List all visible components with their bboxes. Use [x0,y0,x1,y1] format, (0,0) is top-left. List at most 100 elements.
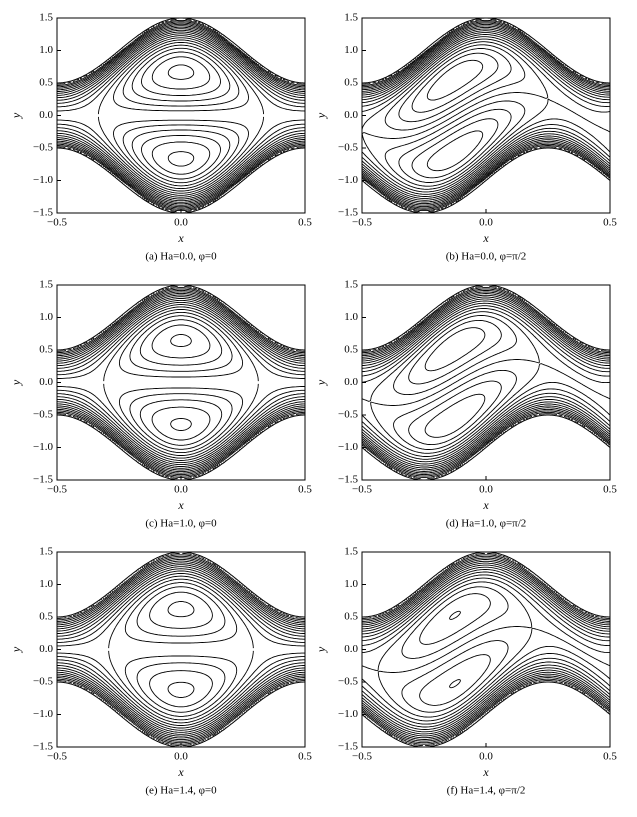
y-tick-label: −1.0 [33,708,53,720]
y-tick-label: 0.0 [344,109,358,121]
x-tick-label: 0.0 [174,751,188,763]
x-tick-label: −0.5 [47,217,67,229]
x-tick-label: −0.5 [47,484,67,496]
y-tick-label: −1.5 [33,741,53,753]
panel-caption: (c) Ha=1.0, φ=0 [145,518,217,530]
y-tick-label: 1.0 [39,578,53,590]
x-tick-label: 0.5 [298,751,312,763]
y-tick-label: 1.5 [39,546,53,558]
streamlines [57,285,305,480]
plot-area [57,552,305,747]
y-tick-label: 1.5 [39,12,53,24]
panel-caption: (e) Ha=1.4, φ=0 [145,785,217,797]
y-axis-label: y [314,379,328,386]
y-tick-label: −0.5 [338,142,358,154]
y-tick-label: 0.5 [344,77,358,89]
y-tick-label: 0.5 [344,611,358,623]
x-tick-label: 0.0 [174,217,188,229]
y-tick-label: 1.0 [344,578,358,590]
y-tick-label: 0.5 [39,611,53,623]
x-axis-label: x [482,231,489,245]
y-tick-label: 0.5 [344,344,358,356]
plot-frame [361,551,611,748]
y-tick-label: 1.0 [39,44,53,56]
y-tick-label: −0.5 [338,676,358,688]
channel-wall [57,414,305,480]
channel-wall [57,147,305,213]
y-tick-label: −1.5 [33,207,53,219]
x-tick-label: −0.5 [47,751,67,763]
channel-wall [362,285,610,351]
x-tick-label: 0.5 [603,751,617,763]
x-tick-label: −0.5 [352,484,372,496]
y-tick-label: 0.0 [39,376,53,388]
x-tick-label: 0.5 [603,484,617,496]
panel-caption: (f) Ha=1.4, φ=π/2 [447,785,526,797]
y-tick-label: 1.0 [344,44,358,56]
x-tick-label: 0.0 [479,751,493,763]
channel-wall [362,681,610,747]
plot-area [362,285,610,480]
y-tick-label: 1.5 [344,546,358,558]
x-tick-label: 0.5 [603,217,617,229]
channel-wall [362,552,610,618]
x-tick-label: −0.5 [352,751,372,763]
y-tick-label: −0.5 [33,142,53,154]
channel-wall [57,681,305,747]
y-tick-label: 0.0 [39,643,53,655]
y-tick-label: 0.0 [39,109,53,121]
y-tick-label: 1.0 [39,311,53,323]
panel-caption: (b) Ha=0.0, φ=π/2 [446,251,527,263]
x-axis-label: x [177,231,184,245]
channel-wall [57,552,305,618]
y-tick-label: 0.0 [344,376,358,388]
y-tick-label: −1.5 [338,741,358,753]
panel-caption: (d) Ha=1.0, φ=π/2 [446,518,527,530]
y-tick-label: 1.5 [344,279,358,291]
y-tick-label: 0.5 [39,344,53,356]
y-tick-label: −0.5 [33,409,53,421]
x-tick-label: 0.5 [298,484,312,496]
y-tick-label: −1.0 [338,441,358,453]
channel-wall [57,285,305,351]
plot-frame [56,284,306,481]
x-tick-label: 0.5 [298,217,312,229]
streamlines [362,18,610,213]
y-tick-label: −0.5 [33,676,53,688]
plot-frame [361,284,611,481]
y-axis-label: y [314,112,328,119]
streamlines [57,18,305,213]
y-tick-label: −1.5 [338,207,358,219]
plot-frame [56,17,306,214]
y-tick-label: −1.5 [33,474,53,486]
x-axis-label: x [177,765,184,779]
plot-frame [56,551,306,748]
y-tick-label: −1.0 [33,174,53,186]
y-tick-label: −1.0 [33,441,53,453]
y-tick-label: 0.5 [39,77,53,89]
streamlines [57,552,305,747]
channel-wall [57,18,305,84]
plot-area [57,18,305,213]
channel-wall [362,414,610,480]
x-tick-label: 0.0 [479,484,493,496]
channel-wall [362,147,610,213]
y-axis-label: y [9,646,23,653]
y-tick-label: 1.5 [344,12,358,24]
x-axis-label: x [482,765,489,779]
y-tick-label: 1.5 [39,279,53,291]
y-tick-label: 1.0 [344,311,358,323]
plot-area [57,285,305,480]
x-axis-label: x [482,498,489,512]
streamlines [362,552,610,747]
x-tick-label: 0.0 [174,484,188,496]
y-tick-label: −1.0 [338,708,358,720]
panel-caption: (a) Ha=0.0, φ=0 [145,251,217,263]
y-tick-label: −1.0 [338,174,358,186]
y-axis-label: y [9,112,23,119]
y-tick-label: 0.0 [344,643,358,655]
plot-area [362,552,610,747]
y-axis-label: y [9,379,23,386]
streamlines [362,285,610,480]
